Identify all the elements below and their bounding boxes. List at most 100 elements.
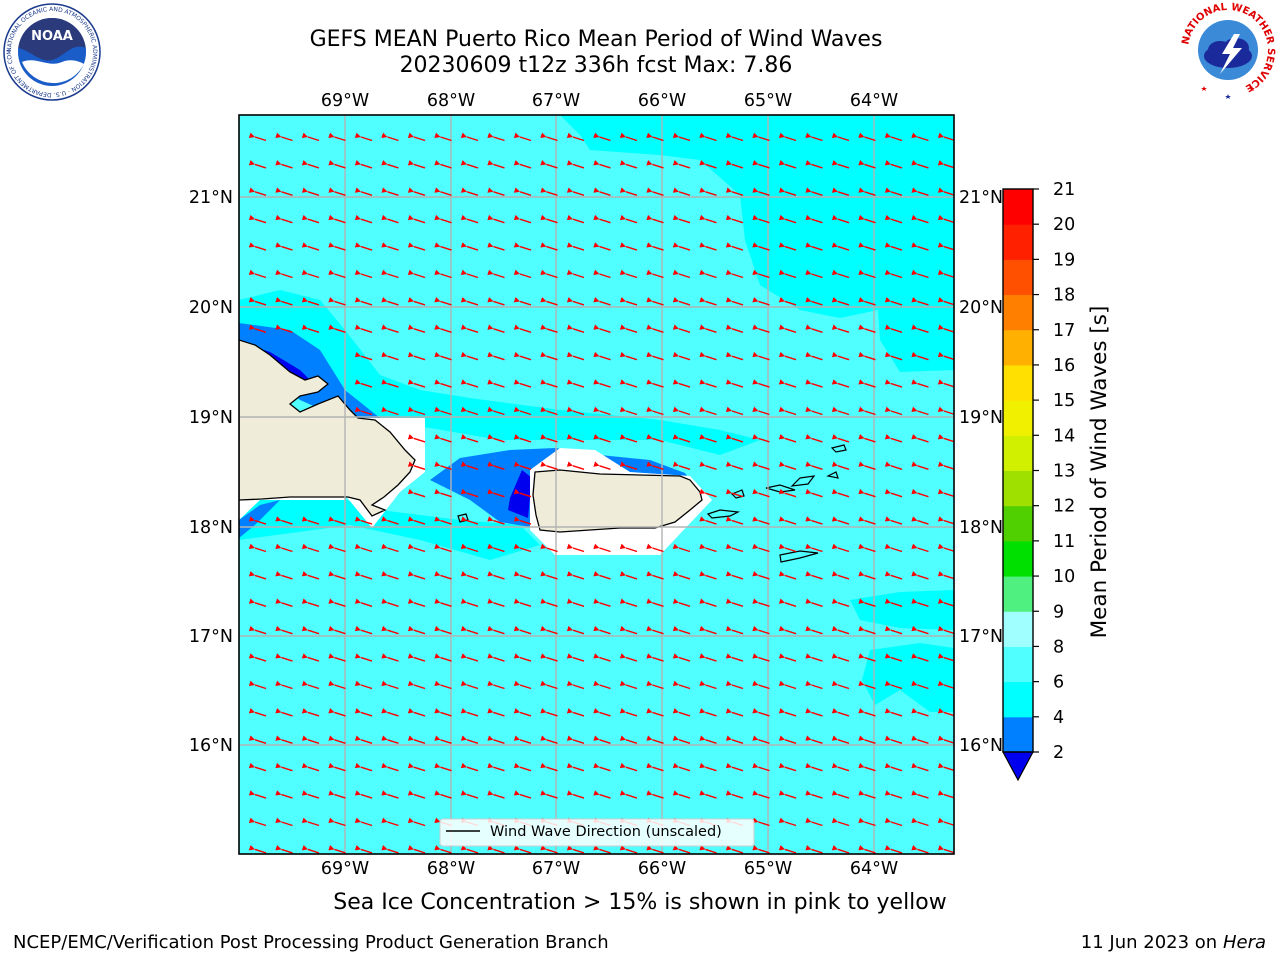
wind-wave-arrow [619,598,638,607]
wind-wave-arrow [911,214,929,224]
wind-wave-arrow [566,297,585,306]
wind-wave-arrow [540,708,558,717]
lon-label-bottom: 64°W [850,859,898,879]
wind-wave-arrow [593,406,611,416]
wind-wave-arrow [593,790,611,799]
wind-wave-arrow [460,735,479,744]
wind-wave-arrow [699,653,717,662]
lon-label-top: 66°W [638,91,686,111]
wind-wave-arrow [566,845,585,854]
wind-wave-arrow [699,762,717,772]
wind-wave-arrow [725,379,744,388]
wind-wave-arrow [805,269,823,279]
wind-wave-arrow [354,324,373,333]
wind-wave-arrow [407,817,426,827]
wind-wave-arrow [752,708,770,717]
wind-wave-arrow [858,242,876,251]
wind-wave-arrow [831,406,850,416]
wind-wave-arrow [460,845,479,854]
wind-wave-arrow [858,379,876,388]
wind-wave-arrow [911,132,929,142]
colorbar-tick-label: 10 [1053,567,1075,587]
wind-wave-arrow [831,598,850,607]
wind-wave-arrow [805,214,823,224]
wind-wave-arrow [275,187,293,196]
wind-wave-arrow [275,598,293,607]
wind-wave-arrow [805,571,823,580]
wind-wave-arrow [911,297,929,306]
wind-wave-arrow [407,214,426,224]
wind-wave-arrow [354,242,373,251]
wind-wave-arrow [778,845,797,854]
colorbar-tick-label: 6 [1053,673,1064,693]
wind-wave-arrow [699,598,717,607]
wind-wave-arrow [381,214,399,224]
wave-period-region [239,500,280,538]
wind-wave-arrow [381,132,399,142]
wind-wave-arrow [619,132,638,142]
wind-wave-arrow [434,845,452,854]
wind-wave-arrow [911,817,929,827]
wind-wave-arrow [540,160,558,169]
wind-wave-arrow [381,379,399,388]
wind-wave-arrow [566,160,585,169]
wind-wave-arrow [593,214,611,224]
wind-wave-arrow [460,214,479,224]
wind-wave-arrow [831,187,850,196]
wind-wave-arrow [407,379,426,388]
wind-wave-arrow [831,160,850,169]
colorbar-tick-label: 9 [1053,602,1064,622]
noaa-logo: NATIONAL OCEANIC AND ATMOSPHERIC ADMINIS… [2,2,101,101]
wind-wave-arrow [831,543,850,553]
wind-wave-arrow [725,708,744,717]
wind-wave-arrow [460,708,479,717]
wind-wave-arrow [407,543,426,553]
wind-wave-arrow [805,845,823,854]
wind-wave-arrow [354,845,373,854]
wind-wave-arrow [381,324,399,333]
wind-wave-arrow [434,269,452,279]
wind-wave-arrow [566,762,585,772]
wind-wave-arrow [884,297,903,306]
wind-wave-arrow [434,324,452,333]
wind-wave-arrow [752,516,770,525]
wind-wave-arrow [407,461,426,470]
wind-wave-arrow [672,571,691,580]
colorbar-segment [1003,611,1033,647]
wind-wave-arrow [566,132,585,142]
wind-wave-arrow [513,187,532,196]
wind-wave-arrow [301,598,320,607]
wind-wave-arrow [937,598,954,607]
lon-label-top: 67°W [532,91,580,111]
wind-wave-arrow [301,132,320,142]
wind-wave-arrow [725,297,744,306]
wind-wave-arrow [884,488,903,498]
wind-wave-arrow [248,324,267,333]
wind-wave-arrow [434,790,452,799]
wind-wave-arrow [354,571,373,580]
wind-wave-arrow [460,406,479,416]
wind-wave-arrow [858,735,876,744]
wind-wave-arrow [566,434,585,443]
wind-wave-arrow [540,653,558,662]
wind-wave-arrow [513,242,532,251]
wind-wave-arrow [248,187,267,196]
wind-wave-arrow [778,434,797,443]
lat-label-left: 21°N [189,188,233,208]
wind-wave-arrow [646,324,664,333]
wind-wave-arrow [540,214,558,224]
wind-wave-arrow [699,269,717,279]
wind-wave-arrow [619,680,638,690]
wind-wave-arrow [619,434,638,443]
wind-wave-arrow [699,845,717,854]
wind-wave-arrow [884,516,903,525]
wind-wave-arrow [381,187,399,196]
wind-wave-arrow [725,187,744,196]
wind-wave-arrow [858,297,876,306]
wind-wave-arrow [646,434,664,443]
timestamp-host: Hera [1222,932,1266,953]
wind-wave-arrow [937,379,954,388]
wind-wave-arrow [487,735,505,744]
wind-wave-arrow [566,571,585,580]
